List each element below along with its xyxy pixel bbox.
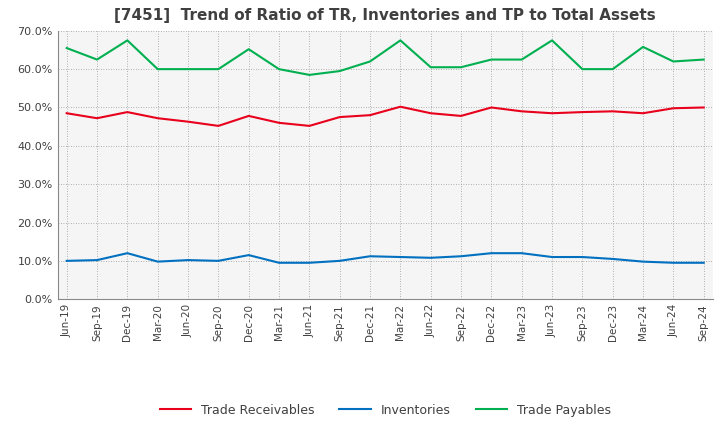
Inventories: [639, 259, 647, 264]
Trade Payables: [608, 66, 617, 72]
Inventories: [396, 254, 405, 260]
Trade Payables: [456, 65, 465, 70]
Trade Receivables: [518, 109, 526, 114]
Inventories: [487, 250, 495, 256]
Trade Receivables: [305, 123, 314, 128]
Line: Trade Payables: Trade Payables: [67, 40, 703, 75]
Trade Payables: [244, 47, 253, 52]
Trade Payables: [275, 66, 284, 72]
Inventories: [426, 255, 435, 260]
Trade Payables: [336, 68, 344, 73]
Trade Receivables: [639, 110, 647, 116]
Trade Receivables: [699, 105, 708, 110]
Trade Receivables: [456, 113, 465, 118]
Inventories: [699, 260, 708, 265]
Trade Payables: [518, 57, 526, 62]
Inventories: [366, 253, 374, 259]
Trade Receivables: [487, 105, 495, 110]
Trade Payables: [669, 59, 678, 64]
Trade Receivables: [184, 119, 192, 125]
Inventories: [305, 260, 314, 265]
Trade Receivables: [214, 123, 222, 128]
Inventories: [275, 260, 284, 265]
Trade Payables: [699, 57, 708, 62]
Trade Receivables: [244, 113, 253, 118]
Trade Payables: [184, 66, 192, 72]
Trade Receivables: [123, 110, 132, 115]
Inventories: [63, 258, 71, 264]
Inventories: [548, 254, 557, 260]
Inventories: [214, 258, 222, 264]
Trade Payables: [305, 72, 314, 77]
Line: Inventories: Inventories: [67, 253, 703, 263]
Inventories: [518, 250, 526, 256]
Inventories: [608, 256, 617, 261]
Trade Payables: [93, 57, 102, 62]
Trade Payables: [548, 38, 557, 43]
Trade Receivables: [275, 120, 284, 125]
Trade Receivables: [578, 110, 587, 115]
Trade Receivables: [426, 110, 435, 116]
Trade Receivables: [366, 113, 374, 118]
Inventories: [456, 253, 465, 259]
Trade Receivables: [669, 106, 678, 111]
Inventories: [578, 254, 587, 260]
Trade Payables: [426, 65, 435, 70]
Inventories: [184, 257, 192, 263]
Trade Receivables: [548, 110, 557, 116]
Trade Receivables: [93, 116, 102, 121]
Trade Receivables: [63, 110, 71, 116]
Trade Payables: [214, 66, 222, 72]
Trade Payables: [153, 66, 162, 72]
Trade Payables: [396, 38, 405, 43]
Trade Payables: [123, 38, 132, 43]
Trade Payables: [639, 44, 647, 50]
Title: [7451]  Trend of Ratio of TR, Inventories and TP to Total Assets: [7451] Trend of Ratio of TR, Inventories…: [114, 7, 656, 23]
Trade Receivables: [396, 104, 405, 110]
Legend: Trade Receivables, Inventories, Trade Payables: Trade Receivables, Inventories, Trade Pa…: [155, 399, 616, 422]
Inventories: [153, 259, 162, 264]
Trade Payables: [578, 66, 587, 72]
Trade Receivables: [336, 114, 344, 120]
Inventories: [123, 250, 132, 256]
Trade Receivables: [608, 109, 617, 114]
Trade Payables: [63, 45, 71, 51]
Line: Trade Receivables: Trade Receivables: [67, 107, 703, 126]
Inventories: [336, 258, 344, 264]
Inventories: [244, 253, 253, 258]
Inventories: [93, 257, 102, 263]
Trade Payables: [366, 59, 374, 64]
Inventories: [669, 260, 678, 265]
Trade Payables: [487, 57, 495, 62]
Trade Receivables: [153, 116, 162, 121]
